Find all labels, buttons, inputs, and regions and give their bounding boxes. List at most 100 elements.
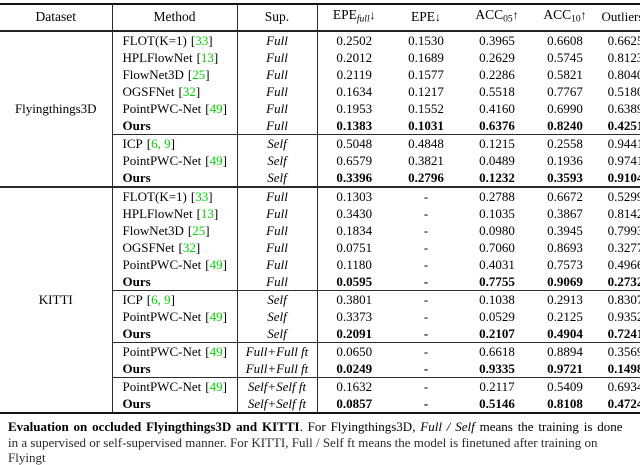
citation-bracket: [ xyxy=(146,135,152,151)
table-row: Ours Full 0.0595 - 0.7755 0.9069 0.2732 xyxy=(0,272,640,290)
citation-bracket: ] xyxy=(213,49,219,65)
value-cell: 0.1552 xyxy=(408,100,444,116)
method-cell: PointPWC-Net [49] xyxy=(112,151,238,169)
citation-link[interactable]: [6, 9] xyxy=(147,292,175,307)
value-cell: 0.8040 xyxy=(607,66,640,82)
caption-text: means the training is done xyxy=(474,418,623,434)
method-cell: Ours xyxy=(112,394,238,413)
method-name: OGSFNet xyxy=(122,83,175,99)
citation-number: 6, 9 xyxy=(151,291,171,307)
supervision-cell: Self xyxy=(237,307,318,325)
citation-link[interactable]: [49] xyxy=(205,257,227,272)
citation-bracket: [ xyxy=(196,49,201,65)
value-cell: 0.8142 xyxy=(607,205,640,221)
value-cell: 0.8123 xyxy=(607,49,640,65)
citation-link[interactable]: [49] xyxy=(205,153,227,168)
citation-link[interactable]: [49] xyxy=(205,309,227,324)
citation-number: 25 xyxy=(192,66,206,82)
table-row: ICP [6, 9] Self 0.3801-0.1038 0.2913 0.8307 xyxy=(0,289,640,308)
citation-link[interactable]: [25] xyxy=(188,223,210,238)
citation-link[interactable]: [25] xyxy=(188,67,210,82)
citation-bracket: [ xyxy=(178,83,183,99)
dataset-cell: KITTI xyxy=(0,185,113,413)
supervision-cell: Full+Full ft xyxy=(237,341,318,360)
supervision-cell: Self xyxy=(237,289,318,308)
supervision-cell: Full xyxy=(237,185,318,205)
table-row: FlowNet3D [25] Full 0.1834-0.0980 0.3945 0.79… xyxy=(0,221,640,239)
value-cell: 0.1215 xyxy=(461,133,533,152)
citation-bracket: [ xyxy=(196,205,201,221)
table-row: PointPWC-Net [49] Full 0.1180-0.4031 0.7573 0… xyxy=(0,255,640,273)
method-name: PointPWC-Net xyxy=(122,152,202,168)
citation-bracket: ] xyxy=(170,291,175,307)
value-cell: 0.2286 xyxy=(479,66,515,82)
method-name: PointPWC-Net xyxy=(122,100,202,116)
method-name: FlowNet3D xyxy=(122,66,184,82)
citation-link[interactable]: [13] xyxy=(197,50,219,65)
col-header-label: ACC xyxy=(475,7,504,22)
method-cell: ICP [6, 9] xyxy=(112,289,238,308)
value-cell: - xyxy=(423,256,429,272)
value-cell: 0.5821 xyxy=(547,66,583,82)
col-header-subscript: 05 xyxy=(503,14,513,25)
value-cell: 0.7767 xyxy=(547,83,583,99)
citation-link[interactable]: [13] xyxy=(197,206,219,221)
value-cell: 0.2629 xyxy=(479,49,515,65)
value-cell: 0.1632 xyxy=(317,376,391,395)
supervision-cell: Full xyxy=(237,204,318,222)
value-cell: 0.2796 xyxy=(408,169,444,185)
value-cell: 0.1383 xyxy=(336,117,373,133)
value-cell: 0.4724 xyxy=(607,395,640,411)
citation-number: 33 xyxy=(195,188,209,204)
method-cell: Ours xyxy=(112,272,238,290)
value-cell: 0.3593 xyxy=(547,169,583,185)
citation-bracket: [ xyxy=(205,100,210,116)
supervision-cell: Full xyxy=(237,48,318,66)
method-cell: PointPWC-Net [49] xyxy=(112,376,238,395)
citation-bracket: ] xyxy=(222,308,227,324)
citation-link[interactable]: [6, 9] xyxy=(147,136,175,151)
table-row: PointPWC-Net [49] Self 0.6579 0.3821 0.0489 0.… xyxy=(0,151,640,169)
citation-link[interactable]: [32] xyxy=(179,240,201,255)
supervision-cell: Self xyxy=(237,151,318,169)
caption-italic-term: Full / Self xyxy=(420,418,475,434)
citation-number: 49 xyxy=(209,152,223,168)
value-cell: - xyxy=(391,376,461,395)
table-row: HPLFlowNet [13] Full 0.2012 0.1689 0.2629 0.57… xyxy=(0,48,640,66)
citation-link[interactable]: [33] xyxy=(191,33,213,48)
value-cell: 0.4251 xyxy=(607,117,640,133)
citation-link[interactable]: [49] xyxy=(205,344,227,359)
value-cell: 0.0529 xyxy=(479,308,515,324)
method-cell: Ours xyxy=(112,168,238,187)
value-cell: - xyxy=(423,325,429,341)
value-cell: 0.1834 xyxy=(336,222,373,238)
col-header-dataset: Dataset xyxy=(0,4,113,32)
value-cell: 0.6618 xyxy=(461,341,533,360)
value-cell: 0.0249 xyxy=(336,360,373,376)
value-cell: 0.3945 xyxy=(547,222,583,238)
value-cell: 0.0857 xyxy=(336,395,373,411)
citation-link[interactable]: [49] xyxy=(205,379,227,394)
value-cell: - xyxy=(423,360,429,376)
value-cell: 0.0489 xyxy=(479,152,515,168)
value-cell: 0.2117 xyxy=(461,376,533,395)
col-header-epe-full: EPEfull↓ xyxy=(317,4,391,32)
col-header-acc10: ACC10↑ xyxy=(533,4,597,32)
dataset-label: KITTI xyxy=(38,292,73,307)
value-cell: 0.1232 xyxy=(479,169,515,185)
supervision-cell: Full xyxy=(237,116,318,134)
method-name: PointPWC-Net xyxy=(122,256,202,272)
value-cell: 0.1936 xyxy=(547,152,583,168)
citation-link[interactable]: [32] xyxy=(179,84,201,99)
value-cell: 0.3821 xyxy=(408,152,444,168)
supervision-cell: Self xyxy=(237,168,318,187)
citation-number: 32 xyxy=(182,239,196,255)
citation-link[interactable]: [33] xyxy=(191,189,213,204)
table-row: OGSFNet [32] Full 0.0751-0.7060 0.8693 0.3277 xyxy=(0,238,640,256)
citation-bracket: [ xyxy=(146,291,152,307)
method-cell: PointPWC-Net [49] xyxy=(112,255,238,273)
citation-link[interactable]: [49] xyxy=(205,101,227,116)
citation-number: 25 xyxy=(192,222,206,238)
value-cell: 0.3965 xyxy=(479,32,515,48)
col-header-outliers: Outliers↓ xyxy=(597,4,640,32)
